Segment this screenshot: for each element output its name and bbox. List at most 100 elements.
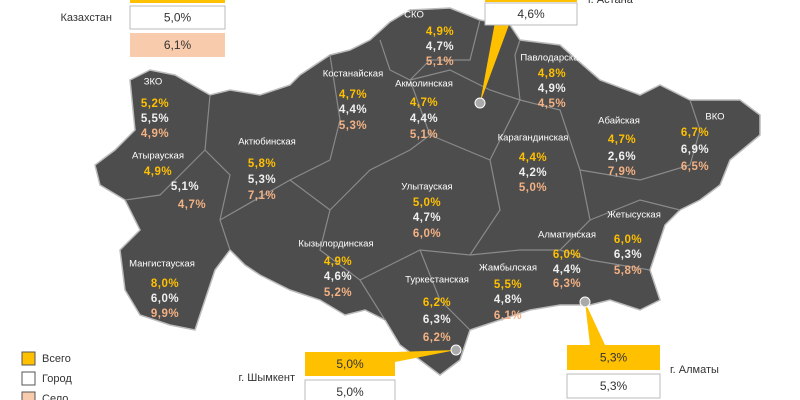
region-value: 4,4% [339, 104, 367, 116]
region-name: Жетысуская [607, 210, 661, 221]
pointer [395, 350, 456, 362]
city-name: г. Шымкент [239, 372, 296, 384]
region-value: 6,1% [494, 310, 522, 322]
city-name: г. Алматы [670, 364, 719, 376]
region-value: 6,3% [423, 314, 451, 326]
region-value: 4,7% [608, 134, 636, 146]
region-value: 4,7% [413, 212, 441, 224]
region-name: Улытауская [401, 182, 452, 193]
region-value: 5,3% [339, 120, 367, 132]
region-value: 4,9% [324, 256, 352, 268]
region-value: 6,0% [413, 228, 441, 240]
region-name: ЗКО [144, 77, 163, 88]
region-value: 4,7% [339, 89, 367, 101]
region-name: СКО [404, 10, 424, 21]
region-value: 6,0% [151, 293, 179, 305]
total-box [305, 352, 395, 376]
region-name: Атырауская [132, 151, 184, 162]
box-value: 6,1% [164, 38, 192, 52]
region-value: 5,5% [494, 279, 522, 291]
region-name: Абайская [598, 116, 640, 127]
region-value: 4,7% [426, 41, 454, 53]
region-value: 4,4% [519, 152, 547, 164]
legend-swatch [21, 371, 36, 386]
region-name: Туркестанская [405, 275, 469, 286]
pointer [585, 302, 605, 345]
region-value: 5,5% [141, 113, 169, 125]
box-value: 5,0% [336, 357, 364, 371]
region-name: Кызылординская [298, 239, 373, 250]
region-value: 2,6% [608, 151, 636, 163]
urban-box [566, 373, 661, 399]
region-value: 6,3% [614, 249, 642, 261]
region-value: 9,9% [151, 308, 179, 320]
legend-label: Город [42, 373, 72, 385]
region-value: 4,7% [178, 199, 206, 211]
region-value: 5,0% [519, 182, 547, 194]
total-box [567, 345, 660, 370]
pointer [480, 22, 510, 103]
region-value: 6,7% [681, 127, 709, 139]
city-dot [579, 296, 591, 308]
box-value: 5,3% [600, 379, 628, 393]
region-value: 4,2% [519, 167, 547, 179]
region-name: Костанайская [323, 69, 383, 80]
region-value: 4,4% [553, 264, 581, 276]
region-value: 4,9% [538, 83, 566, 95]
total-box [485, 0, 577, 2]
region-name: Актюбинская [238, 137, 296, 148]
region-value: 5,0% [413, 197, 441, 209]
overlay [395, 22, 605, 362]
urban-box [484, 2, 578, 26]
region-value: 4,9% [141, 128, 169, 140]
region-name: Акмолинская [395, 79, 453, 90]
box-value: 5,0% [336, 385, 364, 399]
legend-swatch [21, 391, 36, 400]
region-value: 5,3% [248, 174, 276, 186]
region-value: 6,9% [681, 144, 709, 156]
total-box [130, 0, 225, 3]
region-value: 4,6% [324, 271, 352, 283]
city-dot [474, 97, 486, 109]
region-value: 4,7% [410, 97, 438, 109]
region-borders [124, 19, 701, 331]
region-value: 4,8% [494, 294, 522, 306]
box-value: 5,0% [164, 11, 192, 25]
region-value: 5,1% [410, 129, 438, 141]
region-value: 4,5% [538, 98, 566, 110]
region-value: 5,2% [141, 98, 169, 110]
region-value: 4,9% [426, 26, 454, 38]
region-name: Жамбылская [479, 263, 537, 274]
region-value: 5,8% [248, 158, 276, 170]
label: Казахстан [60, 12, 112, 24]
region-value: 6,2% [423, 297, 451, 309]
box-value: 4,6% [517, 7, 545, 21]
region-value: 5,8% [614, 265, 642, 277]
box-value: 5,3% [600, 351, 628, 365]
region-value: 7,9% [608, 166, 636, 178]
legend-swatch [21, 351, 36, 366]
region-value: 6,0% [614, 234, 642, 246]
region-value: 6,2% [423, 332, 451, 344]
region-name: Мангистауская [129, 259, 195, 270]
legend-label: Село [42, 393, 68, 400]
region-name: Карагандинская [498, 133, 569, 144]
rural-box [130, 33, 225, 57]
region-value: 5,1% [426, 56, 454, 68]
city-dot [450, 344, 462, 356]
region-name: Алматинская [538, 230, 596, 241]
region-value: 4,4% [410, 113, 438, 125]
region-value: 6,0% [553, 249, 581, 261]
region-name: ВКО [705, 112, 724, 123]
region-value: 8,0% [151, 278, 179, 290]
city-name: г. Астана [588, 0, 634, 6]
region-value: 6,5% [681, 161, 709, 173]
region-value: 4,8% [538, 68, 566, 80]
region-value: 4,9% [144, 166, 172, 178]
region-value: 5,2% [324, 287, 352, 299]
region-value: 6,3% [553, 278, 581, 290]
region-value: 7,1% [248, 190, 276, 202]
country-outline [94, 7, 761, 376]
urban-box [304, 379, 396, 400]
